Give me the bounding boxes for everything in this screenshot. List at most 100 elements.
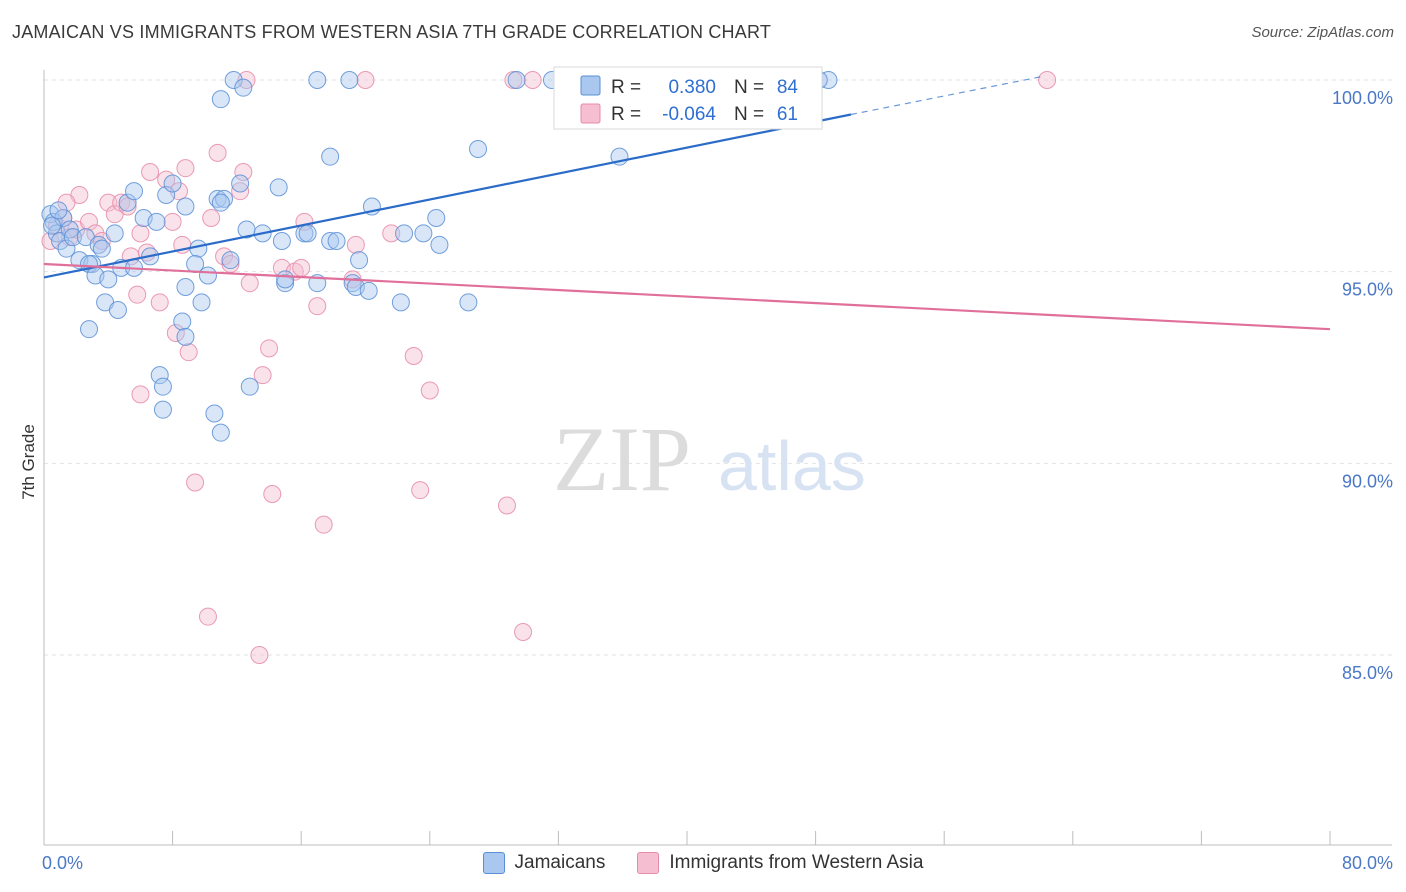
point-jamaicans-20	[125, 182, 144, 201]
point-western-asia-10	[99, 193, 118, 212]
point-western-asia-21	[163, 212, 182, 231]
point-western-asia-32	[231, 182, 250, 201]
point-jamaicans-73	[211, 423, 230, 442]
point-western-asia-55	[198, 607, 217, 626]
legend-r-value-2: -0.064	[662, 104, 716, 125]
point-jamaicans-39	[321, 232, 340, 250]
point-jamaicans-50	[507, 71, 526, 89]
point-jamaicans-57	[211, 90, 230, 109]
legend-n-label-2: N =	[734, 104, 764, 125]
point-western-asia-37	[263, 485, 282, 503]
legend-n-label-1: N =	[734, 77, 764, 98]
y-tick-label-2: 95.0%	[1342, 280, 1393, 300]
watermark-zip: ZIP	[553, 408, 691, 510]
y-tick-label-3: 100.0%	[1332, 88, 1393, 108]
point-jamaicans-16	[99, 270, 118, 289]
point-jamaicans-24	[157, 186, 176, 204]
bottom-legend-western-asia: Immigrants from Western Asia	[637, 852, 923, 874]
point-western-asia-0	[41, 232, 60, 250]
legend-swatch-pink	[580, 103, 601, 124]
point-jamaicans-66	[153, 400, 172, 419]
point-jamaicans-19	[118, 193, 137, 212]
point-western-asia-50	[420, 381, 439, 400]
point-jamaicans-8	[43, 216, 62, 235]
point-jamaicans-55	[224, 71, 243, 89]
point-western-asia-8	[86, 224, 105, 243]
series-jamaicans-points	[41, 71, 838, 442]
point-jamaicans-65	[153, 377, 172, 396]
point-western-asia-53	[523, 71, 542, 89]
point-jamaicans-74	[240, 377, 259, 396]
point-western-asia-29	[208, 143, 227, 162]
point-western-asia-7	[80, 212, 99, 231]
point-jamaicans-48	[459, 293, 478, 312]
bottom-legend-label-jamaicans: Jamaicans	[514, 852, 606, 873]
point-jamaicans-35	[269, 178, 288, 197]
y-axis-title: 7th Grade	[19, 424, 38, 500]
point-western-asia-47	[382, 224, 401, 243]
point-western-asia-48	[404, 347, 423, 365]
legend-swatch-blue	[580, 75, 601, 96]
legend-r-value-1: 0.380	[668, 77, 716, 98]
point-jamaicans-46	[430, 235, 449, 254]
point-western-asia-16	[131, 224, 150, 243]
point-western-asia-56	[250, 646, 269, 664]
point-jamaicans-26	[176, 197, 195, 216]
bottom-legend-jamaicans: Jamaicans	[482, 852, 606, 874]
point-jamaicans-17	[105, 224, 124, 243]
point-jamaicans-75	[272, 232, 291, 250]
y-tick-label-1: 90.0%	[1342, 471, 1393, 491]
point-jamaicans-63	[108, 301, 127, 319]
point-jamaicans-76	[276, 270, 295, 289]
point-jamaicans-78	[298, 224, 317, 243]
point-jamaicans-45	[414, 224, 433, 243]
legend-r-label-2: R =	[611, 104, 641, 125]
watermark: ZIP atlas	[553, 408, 866, 510]
point-western-asia-46	[356, 71, 375, 89]
point-jamaicans-60	[308, 71, 327, 89]
point-jamaicans-9	[49, 201, 68, 220]
point-western-asia-25	[176, 159, 195, 178]
point-jamaicans-72	[205, 404, 224, 423]
x-tick-label-0: 0.0%	[42, 853, 83, 873]
bottom-legend-label-western-asia: Immigrants from Western Asia	[669, 852, 924, 873]
point-western-asia-15	[128, 285, 147, 304]
point-jamaicans-56	[234, 78, 253, 97]
point-jamaicans-36	[276, 274, 295, 293]
bottom-legend-swatch-pink	[637, 852, 660, 874]
point-western-asia-51	[497, 496, 516, 515]
source-label: Source: ZipAtlas.com	[1251, 24, 1394, 41]
point-jamaicans-23	[147, 212, 166, 231]
point-western-asia-58	[1038, 71, 1057, 89]
chart-title: JAMAICAN VS IMMIGRANTS FROM WESTERN ASIA…	[12, 22, 772, 42]
point-western-asia-33	[234, 163, 253, 181]
x-tick-label-1: 80.0%	[1342, 853, 1393, 873]
point-western-asia-22	[166, 324, 185, 342]
point-western-asia-42	[308, 297, 327, 316]
point-jamaicans-44	[391, 293, 410, 312]
point-jamaicans-79	[359, 281, 378, 300]
point-jamaicans-42	[350, 251, 369, 270]
point-jamaicans-61	[80, 320, 99, 339]
point-jamaicans-69	[176, 327, 195, 346]
point-jamaicans-47	[427, 209, 446, 227]
trend-line-western-asia	[43, 262, 1331, 331]
point-jamaicans-83	[395, 224, 414, 243]
point-jamaicans-32	[231, 174, 250, 193]
point-jamaicans-31	[221, 251, 240, 270]
tick-labels: 85.0% 90.0% 95.0% 100.0% 0.0% 80.0%	[42, 88, 1393, 873]
point-jamaicans-68	[173, 312, 192, 331]
point-jamaicans-5	[57, 239, 76, 258]
stats-legend: R = 0.380 N = 84 R = -0.064 N = 61	[553, 66, 823, 130]
point-jamaicans-58	[321, 147, 340, 166]
trend-line-jamaicans	[43, 113, 852, 279]
point-jamaicans-59	[340, 71, 359, 89]
legend-n-value-1: 84	[777, 77, 799, 98]
point-jamaicans-71	[192, 293, 211, 312]
legend-n-value-2: 61	[777, 104, 798, 125]
point-jamaicans-25	[163, 174, 182, 193]
point-western-asia-40	[292, 258, 311, 277]
point-western-asia-49	[411, 481, 430, 500]
point-western-asia-60	[131, 385, 150, 404]
